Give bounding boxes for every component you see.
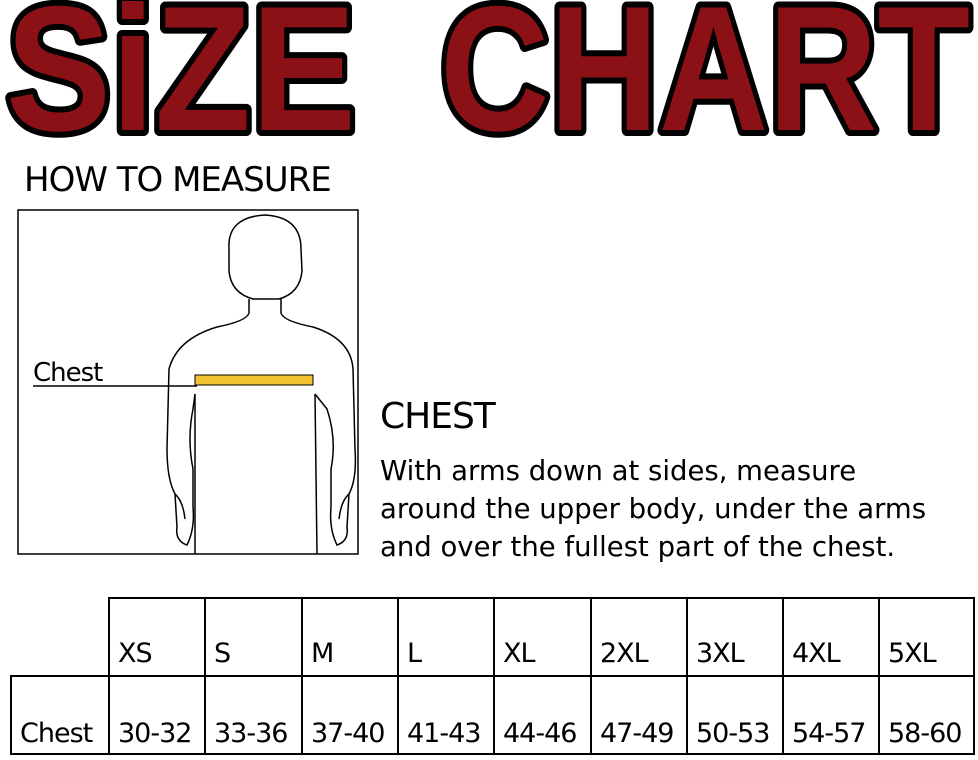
row-label: Chest bbox=[10, 675, 110, 755]
size-header: 3XL bbox=[686, 597, 784, 677]
chest-value: 47-49 bbox=[590, 675, 688, 755]
size-header: L bbox=[397, 597, 495, 677]
figure-chest-label: Chest bbox=[33, 358, 103, 388]
body-outline-icon bbox=[166, 214, 357, 555]
description-line: and over the fullest part of the chest. bbox=[380, 531, 896, 563]
title-chart: CHART bbox=[440, 0, 970, 150]
measure-figure: Chest bbox=[17, 209, 359, 555]
measuring-tape bbox=[194, 374, 314, 386]
chest-value: 58-60 bbox=[878, 675, 975, 755]
size-header: M bbox=[301, 597, 399, 677]
size-chart-title: SiZE CHART bbox=[0, 0, 976, 150]
chest-row: Chest 30-32 33-36 37-40 41-43 44-46 47-4… bbox=[10, 675, 975, 755]
size-header: XL bbox=[493, 597, 592, 677]
description-line: around the upper body, under the arms bbox=[380, 493, 927, 525]
description-line: With arms down at sides, measure bbox=[380, 455, 857, 487]
chest-value: 30-32 bbox=[108, 675, 206, 755]
chest-description: With arms down at sides, measure around … bbox=[380, 452, 978, 566]
size-header: 4XL bbox=[782, 597, 880, 677]
size-header: 5XL bbox=[878, 597, 975, 677]
chest-value: 37-40 bbox=[301, 675, 399, 755]
size-header: 2XL bbox=[590, 597, 688, 677]
chest-value: 50-53 bbox=[686, 675, 784, 755]
size-header-row: XS S M L XL 2XL 3XL 4XL 5XL bbox=[11, 597, 975, 677]
chest-value: 54-57 bbox=[782, 675, 880, 755]
chest-heading: CHEST bbox=[380, 396, 496, 437]
title-size: SiZE bbox=[6, 0, 356, 150]
size-header: XS bbox=[108, 597, 206, 677]
chest-value: 41-43 bbox=[397, 675, 495, 755]
how-to-measure-heading: HOW TO MEASURE bbox=[24, 160, 332, 200]
chest-value: 44-46 bbox=[493, 675, 592, 755]
size-table: XS S M L XL 2XL 3XL 4XL 5XL Chest 30-32 … bbox=[10, 597, 975, 755]
size-header: S bbox=[204, 597, 303, 677]
chest-value: 33-36 bbox=[204, 675, 303, 755]
